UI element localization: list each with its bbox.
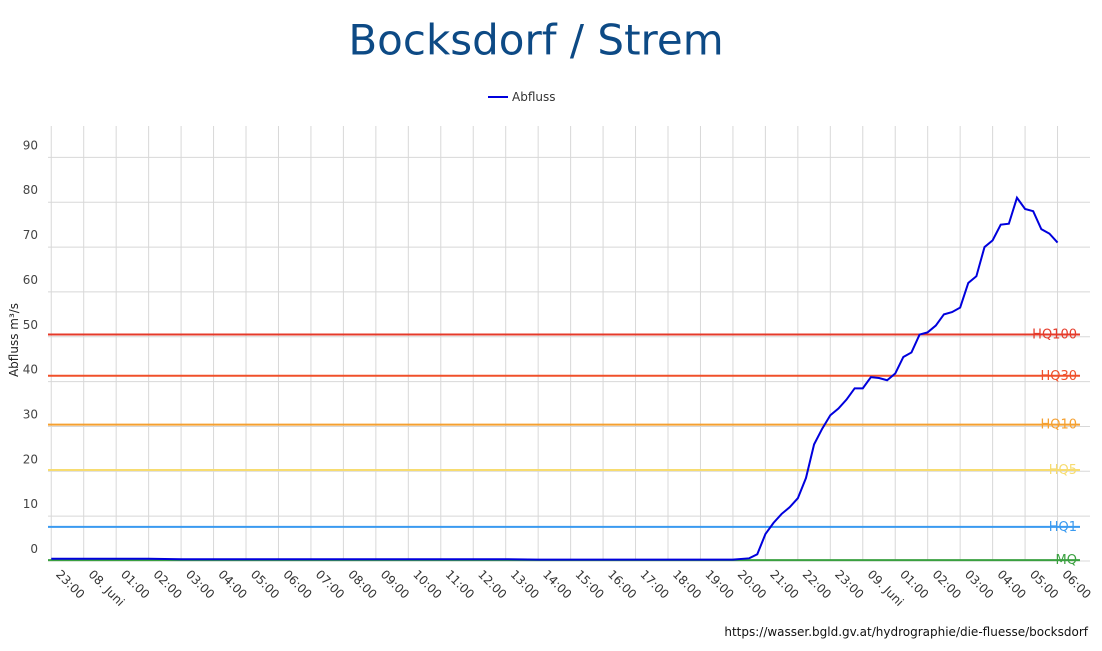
x-tick-label: 07:00 — [313, 567, 347, 601]
x-tick-label: 23:00 — [832, 567, 866, 601]
x-tick-label: 13:00 — [508, 567, 542, 601]
x-tick-label: 18:00 — [670, 567, 704, 601]
x-tick-label: 23:00 — [53, 567, 87, 601]
y-tick-label: 50 — [23, 318, 38, 332]
x-tick-label: 05:00 — [1027, 567, 1061, 601]
x-tick-label: 11:00 — [443, 567, 477, 601]
threshold-label: HQ5 — [1049, 463, 1077, 478]
y-tick-label: 80 — [23, 183, 38, 197]
x-tick-label: 09:00 — [378, 567, 412, 601]
y-tick-label: 60 — [23, 273, 38, 287]
threshold-label: HQ1 — [1049, 520, 1077, 535]
x-tick-label: 08:00 — [345, 567, 379, 601]
x-tick-label: 03:00 — [962, 567, 996, 601]
threshold-label: HQ30 — [1040, 369, 1077, 384]
y-tick-label: 40 — [23, 363, 38, 377]
x-tick-label: 20:00 — [735, 567, 769, 601]
legend-label: Abfluss — [512, 90, 556, 104]
threshold-label: HQ10 — [1040, 418, 1077, 433]
data-line — [51, 195, 1059, 561]
x-tick-label: 14:00 — [540, 567, 574, 601]
threshold-label: MQ — [1056, 553, 1077, 568]
x-tick-label: 15:00 — [573, 567, 607, 601]
y-axis-label: Abfluss m³/s — [7, 303, 21, 377]
x-tick-label: 05:00 — [248, 567, 282, 601]
x-tick-label: 03:00 — [183, 567, 217, 601]
x-tick-label: 21:00 — [767, 567, 801, 601]
threshold-label: HQ100 — [1032, 328, 1077, 343]
x-tick-label: 04:00 — [994, 567, 1028, 601]
x-tick-label: 16:00 — [605, 567, 639, 601]
x-tick-label: 06:00 — [1059, 567, 1093, 601]
x-tick-label: 12:00 — [475, 567, 509, 601]
chart-title: Bocksdorf / Strem — [348, 16, 723, 65]
y-tick-label: 30 — [23, 407, 38, 421]
y-tick-label: 0 — [30, 542, 38, 556]
source-url: https://wasser.bgld.gv.at/hydrographie/d… — [724, 625, 1088, 639]
y-tick-label: 70 — [23, 228, 38, 242]
x-tick-label: 06:00 — [280, 567, 314, 601]
x-tick-label: 10:00 — [410, 567, 444, 601]
x-tick-label: 02:00 — [151, 567, 185, 601]
x-tick-label: 02:00 — [930, 567, 964, 601]
x-tick-label: 22:00 — [800, 567, 834, 601]
y-tick-label: 20 — [23, 452, 38, 466]
x-tick-label: 19:00 — [702, 567, 736, 601]
x-tick-label: 17:00 — [637, 567, 671, 601]
y-tick-label: 10 — [23, 497, 38, 511]
x-tick-label: 04:00 — [215, 567, 249, 601]
y-tick-label: 90 — [23, 138, 38, 152]
